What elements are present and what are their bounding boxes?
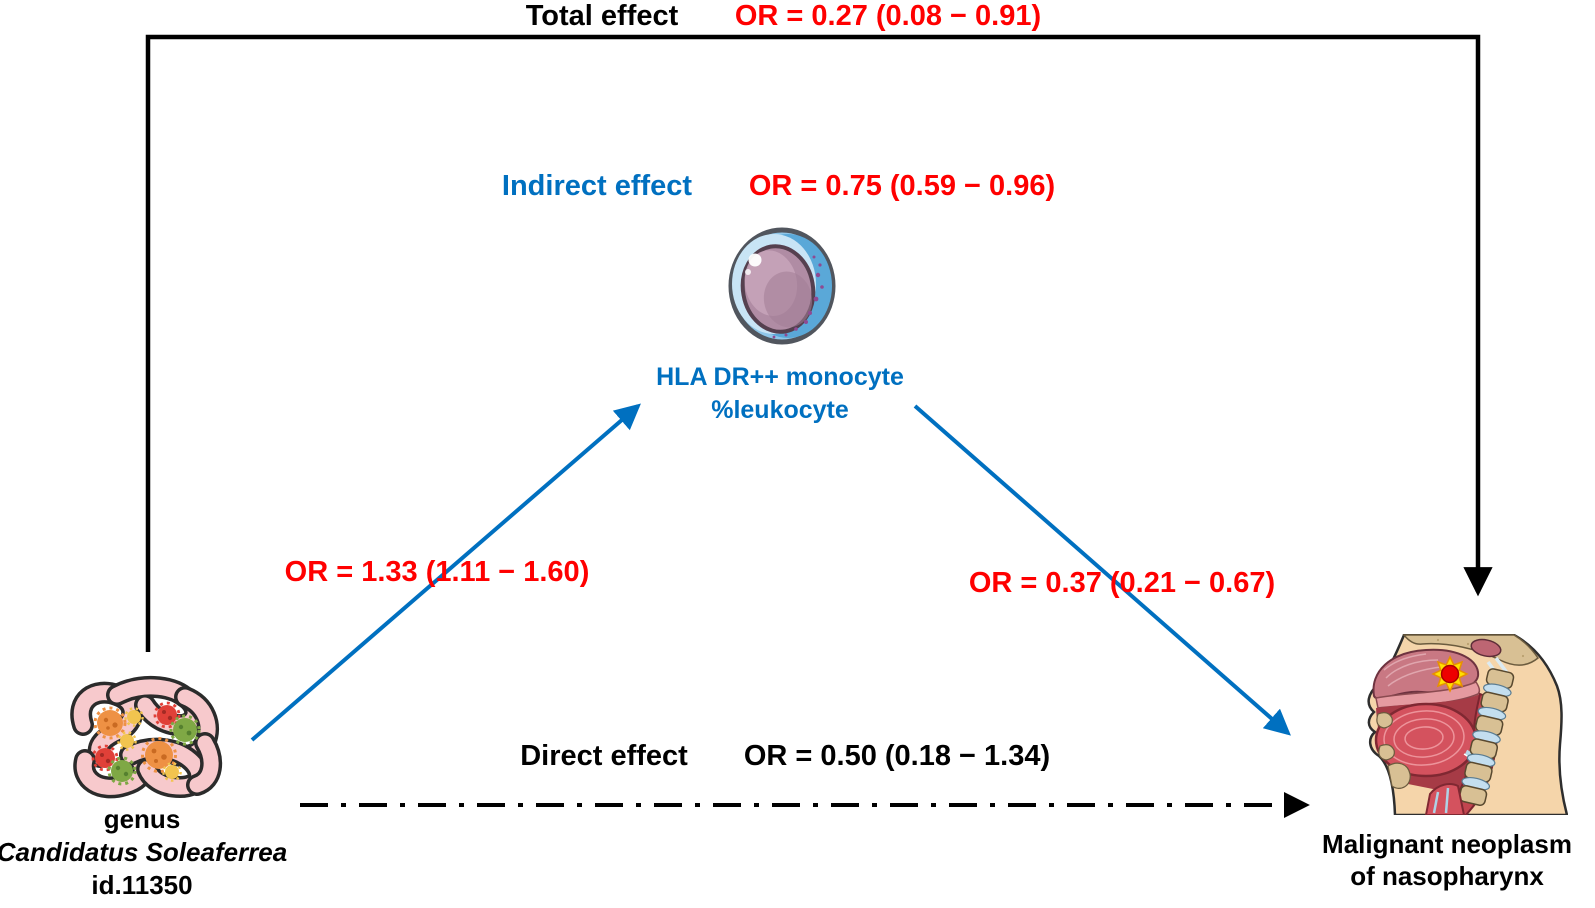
exposure-to-mediator-arrow (250, 403, 641, 742)
mediator-to-outcome-arrow (913, 404, 1291, 736)
monocyte-icon (728, 227, 836, 345)
exposure-label-line2: Candidatus Soleaferrea (0, 837, 288, 867)
tumor-nodule (1440, 664, 1460, 684)
indirect-effect-label: Indirect effect (501, 170, 693, 202)
total-effect-label: Total effect (525, 0, 679, 32)
exposure-label-line3: id.11350 (91, 870, 193, 900)
mediator-label-line1: HLA DR++ monocyte (656, 363, 904, 391)
direct-effect-value: OR = 0.50 (0.18 − 1.34) (743, 740, 1051, 772)
direct-effect-label: Direct effect (520, 740, 688, 772)
total-effect-value: OR = 0.27 (0.08 − 0.91) (734, 0, 1042, 32)
outcome-label-line2: of nasopharynx (1350, 861, 1544, 891)
mediator-outcome-or: OR = 0.37 (0.21 − 0.67) (968, 567, 1276, 599)
nasopharynx-icon (1367, 634, 1568, 815)
gut-microbiota-icon (70, 675, 223, 799)
exposure-mediator-or: OR = 1.33 (1.11 − 1.60) (284, 556, 590, 588)
total-effect-arrow (145, 34, 1493, 652)
outcome-label-line1: Malignant neoplasm (1322, 829, 1572, 859)
indirect-effect-value: OR = 0.75 (0.59 − 0.96) (748, 170, 1056, 202)
exposure-label-line1: genus (103, 804, 181, 834)
mediator-label-line2: %leukocyte (711, 396, 849, 424)
